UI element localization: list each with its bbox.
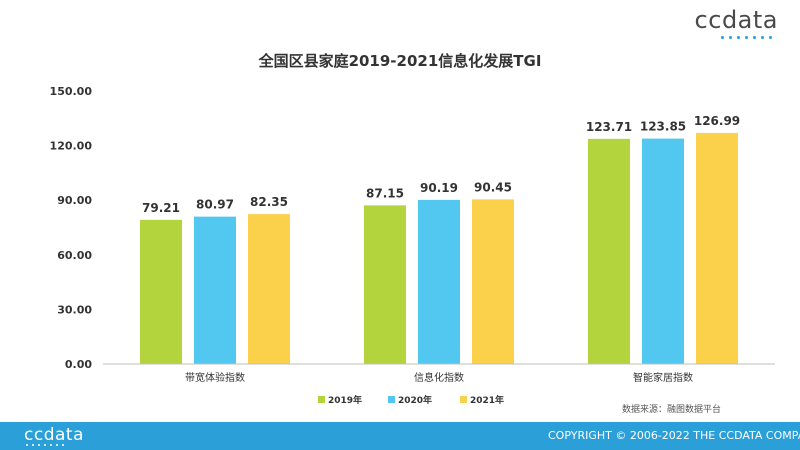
bar <box>696 132 738 364</box>
y-tick-label: 150.00 <box>50 85 93 98</box>
ccdata-logo: ccdata <box>695 6 778 34</box>
data-label: 126.99 <box>694 114 740 128</box>
data-label: 90.19 <box>420 181 458 195</box>
chart-title: 全国区县家庭2019-2021信息化发展TGI <box>258 52 542 70</box>
source-note: 数据来源：融图数据平台 <box>622 405 722 415</box>
y-tick-label: 0.00 <box>65 358 92 371</box>
bar <box>472 199 514 364</box>
x-tick-label: 智能家居指数 <box>633 371 693 384</box>
y-tick-label: 90.00 <box>57 194 92 207</box>
bar <box>248 214 290 364</box>
data-label: 87.15 <box>366 186 404 200</box>
bar <box>364 205 406 364</box>
legend: 2019年 2020年 2021年 <box>318 394 504 406</box>
y-tick-label: 120.00 <box>50 140 93 153</box>
footer-bar: ccdata COPYRIGHT © 2006-2022 THE CCDATA … <box>0 422 800 450</box>
legend-label: 2021年 <box>470 394 504 406</box>
data-label: 123.85 <box>640 120 686 134</box>
footer-logo: ccdata <box>24 425 84 445</box>
x-tick-label: 带宽体验指数 <box>185 371 245 384</box>
bar <box>418 199 460 364</box>
legend-label: 2019年 <box>328 394 362 406</box>
y-axis: 150.00 120.00 90.00 60.00 30.00 0.00 <box>50 85 93 371</box>
legend-swatch <box>318 396 325 403</box>
x-tick-label: 信息化指数 <box>414 371 464 384</box>
bar-chart: 全国区县家庭2019-2021信息化发展TGI 150.00 120.00 90.0… <box>50 52 775 406</box>
bar <box>140 219 182 364</box>
bars-group: 79.21 80.97 82.35 87.15 90.19 90.45 123.71 123.… <box>140 114 740 364</box>
x-axis: 带宽体验指数 信息化指数 智能家居指数 <box>103 363 775 384</box>
data-label: 82.35 <box>250 195 288 209</box>
legend-swatch <box>388 396 395 403</box>
bar <box>588 138 630 364</box>
legend-swatch <box>460 396 467 403</box>
data-label: 90.45 <box>474 180 512 194</box>
logo-text: ccdata <box>694 6 778 34</box>
bar <box>194 216 236 364</box>
y-tick-label: 60.00 <box>57 249 92 262</box>
legend-label: 2020年 <box>398 394 432 406</box>
bar <box>642 138 684 364</box>
data-label: 79.21 <box>142 201 180 215</box>
logo-dots <box>721 36 772 39</box>
y-tick-label: 30.00 <box>57 303 92 316</box>
copyright-text: COPYRIGHT © 2006-2022 THE CCDATA COMPANY <box>548 429 800 442</box>
data-label: 80.97 <box>196 198 234 212</box>
footer-logo-dots <box>26 444 64 446</box>
data-label: 123.71 <box>586 120 632 134</box>
